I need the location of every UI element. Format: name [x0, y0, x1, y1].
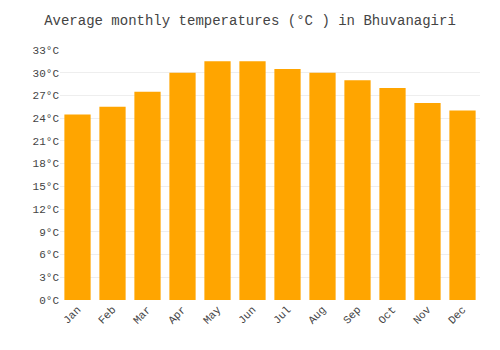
- svg-text:27°C: 27°C: [33, 90, 60, 102]
- svg-text:Jun: Jun: [236, 304, 258, 326]
- svg-text:9°C: 9°C: [39, 227, 59, 239]
- svg-text:12°C: 12°C: [33, 204, 60, 216]
- svg-text:Oct: Oct: [376, 304, 398, 326]
- svg-text:30°C: 30°C: [33, 68, 60, 80]
- svg-text:Aug: Aug: [306, 304, 328, 326]
- svg-text:Average monthly temperatures (: Average monthly temperatures (°C ) in Bh…: [44, 13, 456, 29]
- svg-text:Apr: Apr: [166, 304, 188, 326]
- svg-text:Mar: Mar: [131, 304, 153, 326]
- svg-text:Feb: Feb: [96, 304, 118, 326]
- svg-text:33°C: 33°C: [33, 45, 60, 57]
- svg-text:Nov: Nov: [411, 304, 434, 327]
- svg-text:15°C: 15°C: [33, 181, 60, 193]
- svg-text:24°C: 24°C: [33, 113, 60, 125]
- svg-text:3°C: 3°C: [39, 272, 59, 284]
- svg-text:18°C: 18°C: [33, 158, 60, 170]
- svg-text:6°C: 6°C: [39, 249, 59, 261]
- svg-text:Jul: Jul: [271, 304, 293, 326]
- svg-text:Sep: Sep: [341, 304, 363, 326]
- svg-text:May: May: [201, 304, 224, 327]
- svg-text:Jan: Jan: [61, 304, 83, 326]
- svg-text:Dec: Dec: [446, 304, 468, 326]
- svg-text:0°C: 0°C: [39, 295, 59, 307]
- svg-text:21°C: 21°C: [33, 136, 60, 148]
